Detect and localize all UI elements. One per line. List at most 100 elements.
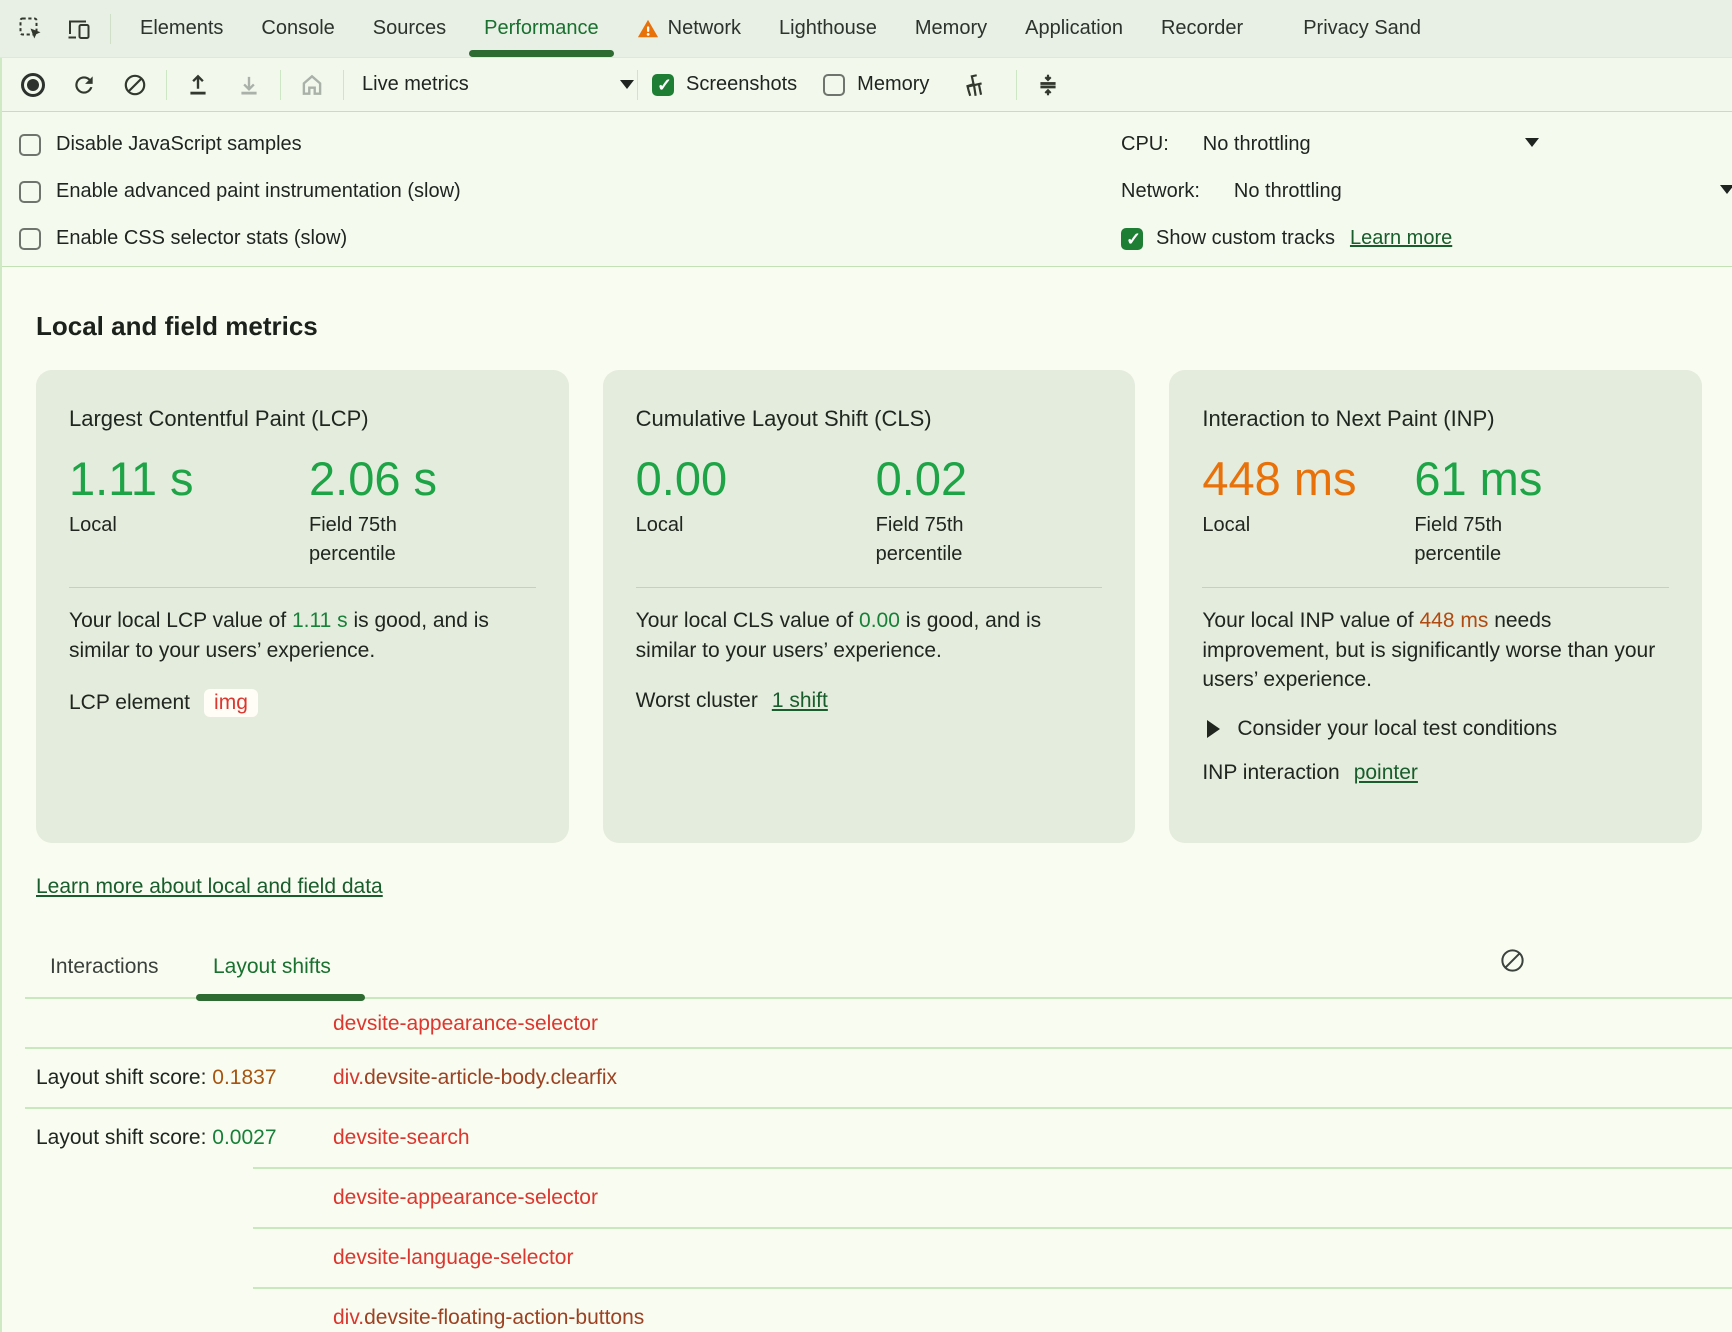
advanced-paint-checkbox[interactable]: [19, 180, 41, 203]
clear-recording-icon[interactable]: [118, 68, 152, 102]
table-row[interactable]: devsite-appearance-selector: [0, 1001, 1732, 1047]
cls-local-value: 0.00: [635, 452, 728, 505]
row-divider: [253, 1227, 1732, 1229]
card-divider: [69, 587, 536, 589]
local-test-conditions-disclosure[interactable]: Consider your local test conditions: [1202, 717, 1669, 741]
download-profile-icon: [232, 68, 266, 102]
warning-icon: [637, 18, 659, 40]
show-custom-tracks-checkbox[interactable]: [1121, 227, 1143, 250]
lcp-description: Your local LCP value of 1.11 s is good, …: [69, 609, 489, 662]
tab-performance[interactable]: Performance: [465, 0, 618, 57]
tab-application[interactable]: Application: [1025, 17, 1123, 39]
history-dropdown[interactable]: Live metrics: [362, 73, 634, 96]
custom-tracks-row: Show custom tracks Learn more: [1121, 215, 1732, 262]
tabbar-divider: [110, 13, 111, 44]
table-row[interactable]: devsite-language-selector: [0, 1229, 1732, 1287]
inp-local-label: Local: [1202, 514, 1251, 537]
collapse-sections-icon[interactable]: [1031, 68, 1065, 102]
tab-recorder[interactable]: Recorder: [1160, 17, 1244, 39]
worst-cluster-link[interactable]: 1 shift: [771, 689, 828, 713]
lcp-element-label: LCP element: [69, 691, 191, 715]
reload-and-record-icon[interactable]: [67, 68, 101, 102]
tab-sources[interactable]: Sources: [372, 17, 447, 39]
history-dropdown-value: Live metrics: [362, 73, 469, 95]
setting-advanced-paint: Enable advanced paint instrumentation (s…: [0, 168, 1732, 215]
screenshots-toggle: Screenshots: [652, 73, 797, 96]
record-icon[interactable]: [16, 68, 50, 102]
tab-privacy-sandbox[interactable]: Privacy Sand: [1303, 17, 1422, 39]
active-tab-underline: [196, 994, 365, 1001]
inspect-element-icon[interactable]: [14, 12, 48, 46]
element-link[interactable]: devsite-appearance-selector: [333, 1186, 598, 1209]
inp-local-value: 448 ms: [1202, 452, 1357, 505]
lcp-local-value: 1.11 s: [69, 452, 194, 505]
lcp-card-title: Largest Contentful Paint (LCP): [69, 406, 369, 431]
table-row[interactable]: div.devsite-floating-action-buttons: [0, 1289, 1732, 1332]
setting-css-selector-stats: Enable CSS selector stats (slow): [0, 215, 1732, 262]
table-row[interactable]: devsite-appearance-selector: [0, 1169, 1732, 1227]
tab-elements[interactable]: Elements: [140, 17, 224, 39]
element-link[interactable]: devsite-search: [333, 1126, 470, 1149]
window-left-edge: [0, 58, 2, 1332]
lcp-element-link[interactable]: img: [204, 689, 258, 718]
cls-card-title: Cumulative Layout Shift (CLS): [635, 406, 932, 431]
disable-js-samples-checkbox[interactable]: [19, 133, 41, 156]
clear-log-icon[interactable]: [1499, 947, 1526, 979]
element-link[interactable]: div.devsite-article-body.clearfix: [333, 1066, 617, 1089]
tab-memory[interactable]: Memory: [914, 17, 988, 39]
toolbar-divider: [343, 69, 344, 100]
toolbar-divider: [637, 69, 638, 100]
row-divider: [25, 1107, 1732, 1109]
table-row[interactable]: Layout shift score: 0.1837 div.devsite-a…: [36, 1066, 617, 1089]
tab-lighthouse[interactable]: Lighthouse: [779, 17, 877, 39]
tabbar-icon-group: [0, 0, 121, 57]
inp-interaction-link[interactable]: pointer: [1353, 760, 1418, 784]
cls-inline-value: 0.00: [859, 609, 900, 633]
element-link[interactable]: devsite-language-selector: [333, 1246, 574, 1269]
tab-layout-shifts[interactable]: Layout shifts: [213, 955, 331, 978]
custom-tracks-learn-more-link[interactable]: Learn more: [1349, 227, 1453, 249]
lcp-inline-value: 1.11 s: [291, 609, 348, 633]
panel-tabs: Elements Console Sources Performance Net…: [121, 0, 1440, 57]
custom-tracks-label: Show custom tracks: [1156, 227, 1335, 249]
learn-more-local-field-link[interactable]: Learn more about local and field data: [36, 875, 383, 898]
page-title: Local and field metrics: [36, 311, 318, 341]
chevron-down-icon[interactable]: [1720, 185, 1732, 194]
lcp-field-value: 2.06 s: [309, 452, 438, 505]
card-divider: [1202, 587, 1670, 589]
capture-settings: Disable JavaScript samples Enable advanc…: [0, 112, 1732, 267]
row-divider: [253, 1167, 1732, 1169]
garbage-collect-icon[interactable]: [957, 68, 991, 102]
tab-console[interactable]: Console: [261, 17, 335, 39]
setting-disable-js-samples: Disable JavaScript samples: [0, 121, 1732, 168]
performance-toolbar: Live metrics Screenshots Memory: [0, 58, 1732, 112]
card-divider: [635, 587, 1103, 589]
tab-network[interactable]: Network: [618, 0, 760, 57]
cpu-label: CPU:: [1121, 133, 1169, 155]
element-link[interactable]: div.devsite-floating-action-buttons: [333, 1306, 645, 1329]
home-live-metrics-icon[interactable]: [295, 68, 329, 102]
throttling-settings: CPU: No throttling Network: No throttlin…: [1121, 121, 1732, 262]
css-selector-stats-checkbox[interactable]: [19, 227, 41, 250]
tab-interactions[interactable]: Interactions: [50, 955, 159, 978]
worst-cluster-label: Worst cluster: [635, 689, 758, 713]
cls-card: Cumulative Layout Shift (CLS) 0.00 Local…: [602, 370, 1136, 843]
network-throttling-row: Network: No throttling: [1121, 168, 1732, 215]
shift-score-value: 0.0027: [212, 1126, 277, 1149]
cls-field-label: Field 75th percentile: [875, 514, 964, 566]
element-link[interactable]: devsite-appearance-selector: [333, 1012, 598, 1035]
table-row[interactable]: Layout shift score: 0.0027 devsite-searc…: [36, 1126, 470, 1149]
lcp-field-label: Field 75th percentile: [309, 514, 397, 566]
toolbar-divider: [280, 69, 281, 100]
network-throttling-select[interactable]: No throttling: [1233, 180, 1342, 202]
inp-description: Your local INP value of 448 ms needs imp…: [1202, 609, 1656, 692]
device-toolbar-icon[interactable]: [62, 12, 96, 46]
toolbar-divider: [1016, 69, 1018, 100]
tabs-baseline: [25, 997, 1732, 999]
chevron-down-icon[interactable]: [1525, 138, 1539, 147]
cpu-throttling-select[interactable]: No throttling: [1202, 133, 1311, 155]
inp-inline-value: 448 ms: [1419, 609, 1489, 633]
upload-profile-icon[interactable]: [181, 68, 215, 102]
screenshots-checkbox[interactable]: [652, 73, 674, 96]
memory-checkbox[interactable]: [823, 73, 846, 96]
